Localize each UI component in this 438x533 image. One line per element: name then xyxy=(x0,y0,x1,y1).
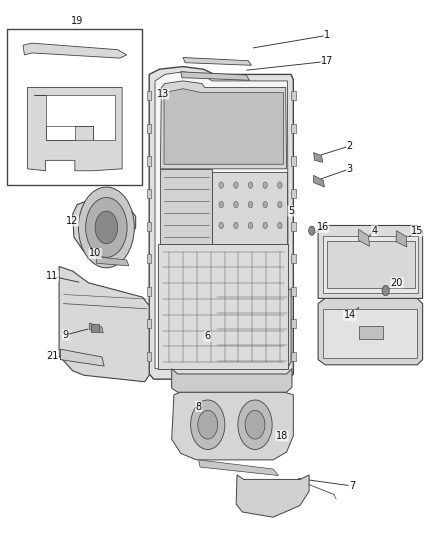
Polygon shape xyxy=(212,289,291,369)
Polygon shape xyxy=(314,152,323,163)
Text: 20: 20 xyxy=(391,278,403,288)
Bar xyxy=(147,157,152,166)
Bar xyxy=(291,222,296,231)
Polygon shape xyxy=(160,169,212,244)
Polygon shape xyxy=(199,460,279,475)
Polygon shape xyxy=(60,349,104,366)
Bar xyxy=(147,189,152,198)
Text: 8: 8 xyxy=(196,401,202,411)
Circle shape xyxy=(248,182,253,188)
Polygon shape xyxy=(158,244,288,369)
Bar xyxy=(147,254,152,263)
Polygon shape xyxy=(183,58,251,65)
Bar xyxy=(327,241,415,288)
Bar xyxy=(91,325,99,332)
Text: 10: 10 xyxy=(89,248,101,259)
Polygon shape xyxy=(359,229,370,246)
Polygon shape xyxy=(172,392,293,460)
Circle shape xyxy=(219,222,223,229)
Polygon shape xyxy=(164,88,283,164)
Bar xyxy=(147,319,152,328)
Polygon shape xyxy=(89,323,103,333)
Polygon shape xyxy=(236,475,309,517)
Circle shape xyxy=(278,222,282,229)
Text: 12: 12 xyxy=(67,216,79,226)
Circle shape xyxy=(191,400,225,449)
Bar xyxy=(291,254,296,263)
Polygon shape xyxy=(160,81,286,169)
Bar xyxy=(147,287,152,296)
Text: 16: 16 xyxy=(317,222,329,232)
Text: 2: 2 xyxy=(346,141,353,151)
Text: 18: 18 xyxy=(276,431,288,441)
Text: 17: 17 xyxy=(321,56,333,67)
Circle shape xyxy=(309,226,315,235)
Bar xyxy=(291,157,296,166)
Text: 1: 1 xyxy=(324,30,330,41)
Text: 6: 6 xyxy=(205,331,211,341)
Bar xyxy=(147,91,152,100)
Bar xyxy=(291,287,296,296)
Circle shape xyxy=(245,410,265,439)
Circle shape xyxy=(248,222,253,229)
Bar xyxy=(291,352,296,361)
Text: 15: 15 xyxy=(411,225,424,236)
Text: 19: 19 xyxy=(71,16,83,26)
Polygon shape xyxy=(323,309,417,358)
Polygon shape xyxy=(59,266,149,382)
Polygon shape xyxy=(318,225,423,298)
Polygon shape xyxy=(28,87,122,171)
Text: 11: 11 xyxy=(46,271,58,281)
Circle shape xyxy=(263,182,268,188)
Polygon shape xyxy=(172,369,292,392)
Text: 5: 5 xyxy=(288,206,294,216)
Bar xyxy=(359,326,383,339)
Bar xyxy=(147,222,152,231)
Text: 14: 14 xyxy=(343,310,356,320)
Polygon shape xyxy=(181,72,250,80)
Polygon shape xyxy=(155,72,288,369)
Bar xyxy=(291,189,296,198)
Bar xyxy=(147,124,152,133)
Text: 7: 7 xyxy=(349,481,355,491)
Bar xyxy=(147,352,152,361)
Circle shape xyxy=(233,222,238,229)
Circle shape xyxy=(95,211,118,244)
Polygon shape xyxy=(96,257,129,266)
Circle shape xyxy=(219,182,223,188)
Polygon shape xyxy=(212,172,286,244)
Text: 4: 4 xyxy=(371,225,378,236)
Bar xyxy=(7,29,142,185)
Circle shape xyxy=(198,410,218,439)
Circle shape xyxy=(238,400,272,449)
Text: 9: 9 xyxy=(63,330,69,340)
Polygon shape xyxy=(149,67,293,379)
Polygon shape xyxy=(34,95,115,140)
Circle shape xyxy=(263,201,268,208)
Text: 3: 3 xyxy=(346,164,353,174)
Circle shape xyxy=(86,197,127,257)
Polygon shape xyxy=(323,236,418,293)
Text: 13: 13 xyxy=(156,89,169,99)
Polygon shape xyxy=(73,197,136,255)
Bar xyxy=(291,91,296,100)
Circle shape xyxy=(233,201,238,208)
Circle shape xyxy=(382,285,389,296)
Bar xyxy=(291,124,296,133)
Circle shape xyxy=(219,201,223,208)
Polygon shape xyxy=(23,43,127,58)
Polygon shape xyxy=(396,231,407,247)
Bar xyxy=(291,319,296,328)
Text: 21: 21 xyxy=(46,351,59,361)
Circle shape xyxy=(278,182,282,188)
Polygon shape xyxy=(318,298,423,365)
Circle shape xyxy=(278,201,282,208)
Circle shape xyxy=(263,222,268,229)
Circle shape xyxy=(78,187,134,268)
Polygon shape xyxy=(314,175,325,187)
Circle shape xyxy=(233,182,238,188)
Circle shape xyxy=(248,201,253,208)
